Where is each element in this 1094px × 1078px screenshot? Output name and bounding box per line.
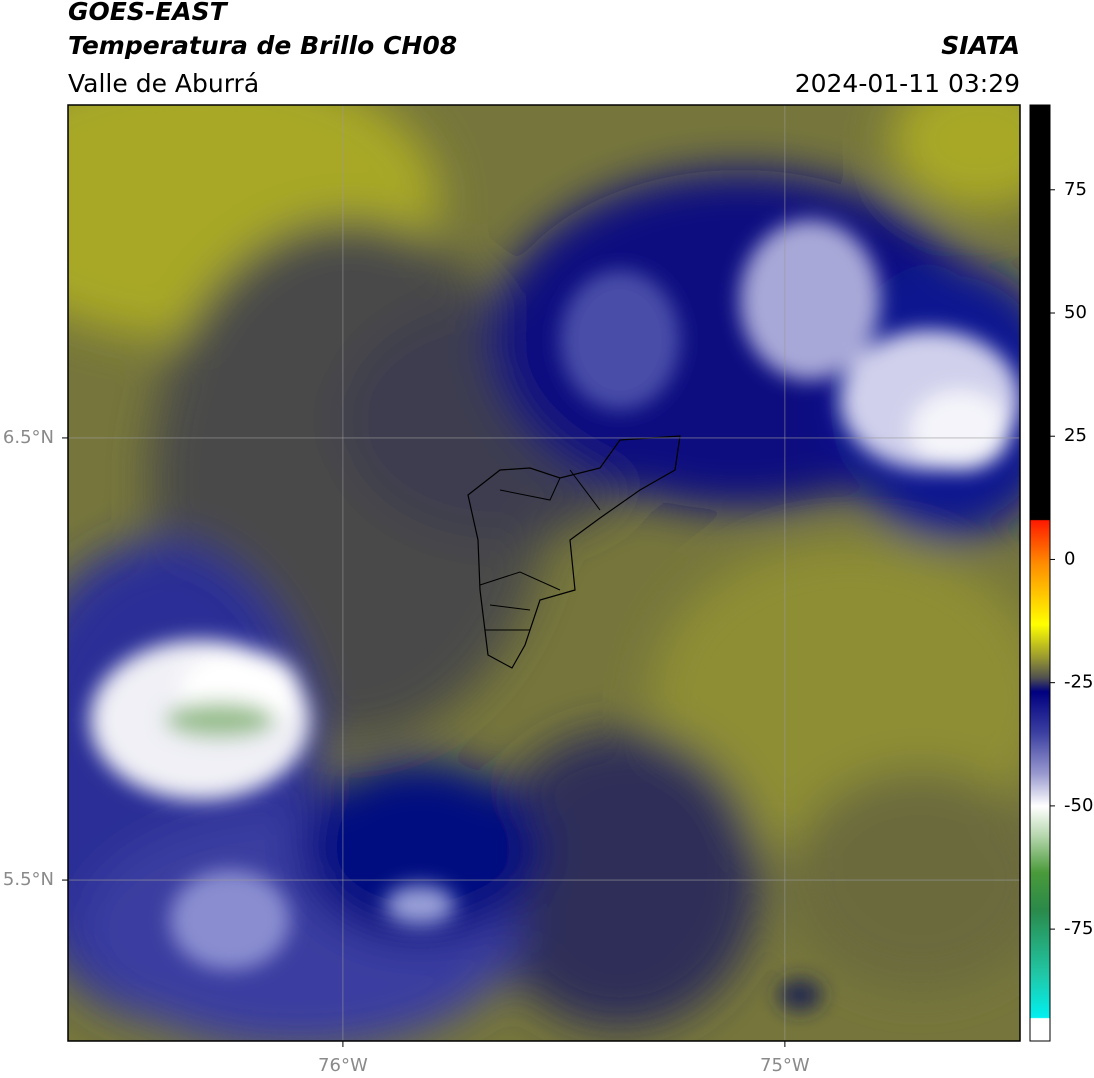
colorbar-tick-label: 0	[1064, 548, 1075, 569]
subtitle: Temperatura de Brillo CH08	[68, 31, 457, 60]
x-tick-label: 75°W	[760, 1055, 810, 1076]
colorbar-tick-label: 75	[1064, 179, 1087, 200]
x-tick-label: 76°W	[318, 1055, 368, 1076]
colorbar-tick-label: -75	[1064, 918, 1093, 939]
timestamp: 2024-01-11 03:29	[795, 69, 1020, 98]
colorbar-tick-label: -25	[1064, 672, 1093, 693]
y-tick-label: 5.5°N	[3, 869, 54, 890]
source: SIATA	[941, 31, 1020, 60]
colorbar	[1029, 104, 1051, 1042]
map-frame	[67, 104, 1021, 1042]
colorbar-tick-label: 50	[1064, 302, 1087, 323]
grid	[68, 105, 1020, 1041]
satellite-image	[68, 105, 1020, 1041]
colorbar-tick-label: 25	[1064, 425, 1087, 446]
region: Valle de Aburrá	[68, 69, 259, 98]
y-tick-label: 6.5°N	[3, 427, 54, 448]
title: GOES-EAST	[68, 0, 229, 26]
colorbar-tick-label: -50	[1064, 795, 1093, 816]
